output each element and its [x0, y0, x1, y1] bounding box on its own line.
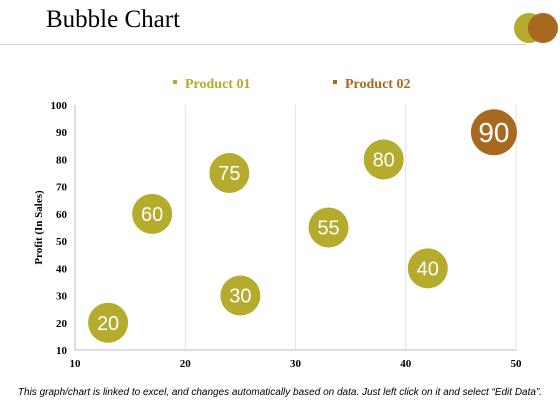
y-tick-label-10: 10	[56, 345, 68, 357]
y-tick-label-30: 30	[56, 291, 68, 303]
bubble-data-label: 55	[317, 218, 339, 240]
legend-label-1: Product 01	[185, 77, 250, 92]
legend-marker-2	[333, 80, 337, 84]
bubble-point[interactable]	[132, 193, 173, 234]
y-tick-label-100: 100	[51, 100, 68, 112]
bubble-point[interactable]	[209, 153, 250, 194]
bubble-data-label: 90	[478, 117, 509, 148]
x-tick-label-20: 20	[180, 358, 192, 370]
legend-label-2: Product 02	[345, 77, 410, 92]
x-tick-label-40: 40	[400, 358, 412, 370]
bubble-point[interactable]	[363, 139, 404, 180]
y-tick-label-20: 20	[56, 318, 68, 330]
bubble-data-label: 20	[97, 313, 119, 335]
y-tick-label-50: 50	[56, 236, 68, 248]
decorative-circle-brown	[528, 13, 558, 43]
bubble-point[interactable]	[470, 109, 517, 156]
bubble-data-label: 40	[417, 258, 439, 280]
bubble-point[interactable]	[308, 207, 349, 248]
bubble-data-label: 30	[229, 286, 251, 308]
title-divider	[0, 44, 526, 45]
x-tick-label-30: 30	[290, 358, 302, 370]
bubble-data-label: 60	[141, 204, 163, 226]
y-tick-label-60: 60	[56, 209, 68, 221]
bubble-point[interactable]	[220, 275, 261, 316]
footnote: This graph/chart is linked to excel, and…	[17, 387, 543, 398]
bubble-data-label: 80	[373, 149, 395, 171]
legend-marker-1	[173, 80, 177, 84]
y-tick-label-70: 70	[56, 182, 68, 194]
y-tick-label-40: 40	[56, 263, 68, 275]
x-tick-label-10: 10	[70, 358, 82, 370]
bubble-data-label: 75	[218, 163, 240, 185]
y-axis-title: Profit (In Sales)	[33, 190, 45, 265]
page-title: Bubble Chart	[46, 6, 181, 33]
x-tick-label-50: 50	[511, 358, 523, 370]
bubble-point[interactable]	[407, 248, 448, 289]
y-tick-label-90: 90	[56, 127, 68, 139]
bubble-point[interactable]	[88, 302, 129, 343]
y-tick-label-80: 80	[56, 154, 68, 166]
